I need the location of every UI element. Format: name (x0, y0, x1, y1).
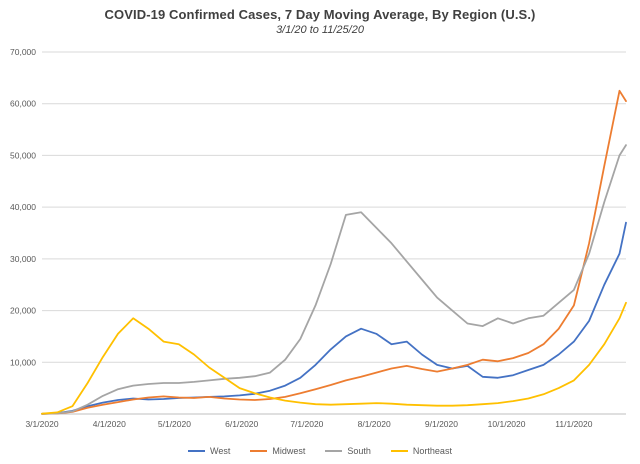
y-tick-label: 50,000 (10, 150, 36, 160)
legend-swatch-west (188, 450, 206, 452)
x-tick-label: 6/1/2020 (225, 419, 258, 429)
series-line-northeast (41, 301, 627, 415)
series-line-midwest (41, 89, 627, 415)
y-tick-label: 70,000 (10, 47, 36, 57)
legend-swatch-south (325, 450, 343, 452)
plot-area: 10,000 20,000 30,000 40,000 50,000 60,000 70,0… (10, 47, 627, 429)
y-tick-label: 40,000 (10, 202, 36, 212)
x-tick-label: 5/1/2020 (158, 419, 191, 429)
x-tick-label: 4/1/2020 (93, 419, 126, 429)
y-tick-label: 10,000 (10, 357, 36, 367)
y-tick-label: 20,000 (10, 306, 36, 316)
chart-title: COVID-19 Confirmed Cases, 7 Day Moving A… (104, 7, 536, 22)
legend-label: Midwest (272, 446, 306, 456)
legend: West Midwest South Northeast (0, 442, 640, 460)
legend-item-west: West (188, 446, 230, 456)
x-tick-label: 10/1/2020 (488, 419, 526, 429)
legend-swatch-midwest (250, 450, 268, 452)
legend-swatch-northeast (390, 450, 408, 452)
legend-label: Northeast (412, 446, 452, 456)
x-tick-label: 7/1/2020 (290, 419, 323, 429)
x-tick-label: 3/1/2020 (25, 419, 58, 429)
y-tick-label: 30,000 (10, 254, 36, 264)
x-tick-label: 8/1/2020 (358, 419, 391, 429)
legend-item-south: South (325, 446, 371, 456)
series-line-south (41, 144, 627, 415)
chart-header: COVID-19 Confirmed Cases, 7 Day Moving A… (0, 0, 640, 46)
x-tick-label: 11/1/2020 (555, 419, 592, 429)
chart-subtitle: 3/1/20 to 11/25/20 (276, 24, 364, 36)
legend-item-northeast: Northeast (390, 446, 452, 456)
y-tick-label: 60,000 (10, 99, 36, 109)
legend-label: South (347, 446, 371, 456)
x-tick-label: 9/1/2020 (425, 419, 458, 429)
legend-label: West (210, 446, 231, 456)
legend-item-midwest: Midwest (250, 446, 305, 456)
